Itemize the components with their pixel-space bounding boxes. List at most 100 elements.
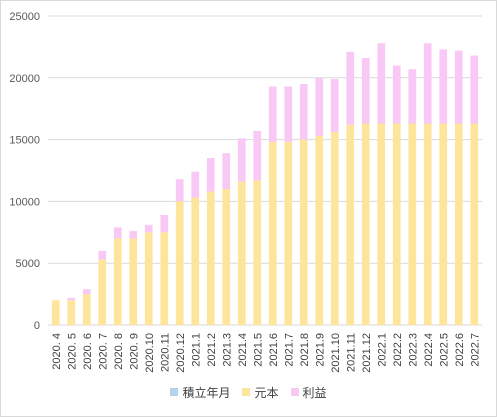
bar-segment-利益	[253, 130, 262, 181]
bar-segment-利益	[423, 43, 432, 124]
x-tick-label: 2021.2	[206, 333, 218, 367]
bar-segment-利益	[361, 58, 370, 124]
bar-segment-元本	[144, 232, 153, 325]
legend-label: 利益	[302, 385, 327, 400]
x-tick-label: 2022.3	[407, 333, 419, 367]
bar-segment-利益	[454, 50, 463, 124]
bar-segment-利益	[330, 79, 339, 133]
bar-segment-利益	[377, 43, 386, 124]
bars	[51, 43, 479, 325]
bar-segment-元本	[113, 238, 122, 325]
bar-segment-元本	[392, 123, 401, 325]
bar-segment-利益	[439, 49, 448, 124]
bar-segment-利益	[129, 231, 138, 239]
bar-segment-元本	[82, 294, 91, 325]
bar-segment-元本	[470, 123, 479, 325]
bar-segment-元本	[206, 191, 215, 325]
legend-item-利益: 利益	[290, 384, 327, 401]
bar-segment-利益	[392, 65, 401, 124]
legend-swatch	[290, 388, 299, 396]
x-tick-label: 2020. 8	[113, 333, 125, 370]
y-tick-label: 15000	[9, 135, 40, 147]
y-tick-label: 5000	[16, 258, 40, 270]
x-tick-label: 2021.4	[237, 333, 249, 367]
x-tick-label: 2022.2	[392, 333, 404, 367]
y-tick-label: 20000	[9, 73, 40, 85]
gridlines	[48, 15, 482, 326]
bar-segment-元本	[268, 142, 277, 325]
bar-segment-元本	[299, 139, 308, 325]
bar-segment-元本	[67, 300, 76, 325]
bar-segment-元本	[454, 123, 463, 325]
y-tick-label: 0	[34, 320, 40, 332]
bar-segment-利益	[408, 69, 417, 124]
bar-segment-利益	[299, 83, 308, 140]
bar-segment-元本	[361, 123, 370, 325]
bar-segment-元本	[423, 123, 432, 325]
bar-segment-利益	[144, 224, 153, 233]
legend-item-元本: 元本	[242, 384, 279, 401]
x-tick-label: 2021.8	[299, 333, 311, 367]
x-tick-label: 2021.9	[314, 333, 326, 367]
legend-swatch	[170, 388, 179, 396]
bar-segment-利益	[346, 51, 355, 125]
x-tick-label: 2021.1	[190, 333, 202, 367]
bar-segment-利益	[315, 77, 324, 136]
x-tick-label: 2022.4	[423, 333, 435, 367]
bar-segment-利益	[113, 227, 122, 239]
x-tick-label: 2020.12	[175, 333, 187, 373]
x-tick-label: 2020.10	[144, 333, 156, 373]
x-tick-label: 2021.7	[283, 333, 295, 367]
legend: 積立年月 元本 利益	[0, 384, 497, 400]
x-tick-label: 2020. 7	[97, 333, 109, 370]
legend-label: 元本	[254, 385, 279, 400]
bar-segment-元本	[330, 132, 339, 325]
bar-segment-元本	[408, 123, 417, 325]
x-tick-label: 2021.5	[252, 333, 264, 367]
legend-item-積立年月: 積立年月	[170, 384, 230, 401]
x-tick-label: 2020. 6	[82, 333, 94, 370]
bar-segment-利益	[191, 171, 200, 198]
bar-segment-利益	[222, 153, 231, 190]
bar-segment-利益	[98, 250, 107, 260]
bar-segment-元本	[175, 201, 184, 325]
bar-segment-元本	[439, 123, 448, 325]
bar-segment-元本	[253, 180, 262, 325]
x-tick-label: 2021.11	[345, 333, 357, 372]
bar-segment-元本	[222, 189, 231, 325]
x-tick-label: 2022.6	[454, 333, 466, 367]
bar-segment-元本	[237, 181, 246, 325]
bar-segment-利益	[175, 179, 184, 202]
x-tick-label: 2022.1	[376, 333, 388, 367]
x-tick-label: 2022.7	[469, 333, 481, 367]
x-tick-label: 2021.3	[221, 333, 233, 367]
y-axis-ticks: 0 5000 10000 15000 20000 25000	[9, 11, 40, 332]
bar-segment-利益	[67, 297, 76, 301]
bar-segment-元本	[51, 300, 60, 325]
bar-segment-利益	[470, 55, 479, 124]
bar-segment-元本	[129, 238, 138, 325]
bar-segment-元本	[346, 124, 355, 325]
y-tick-label: 25000	[9, 11, 40, 23]
legend-swatch	[242, 388, 251, 396]
bar-segment-利益	[284, 86, 293, 143]
bar-segment-元本	[191, 197, 200, 325]
bar-segment-元本	[160, 232, 169, 325]
bar-segment-元本	[315, 135, 324, 325]
x-tick-label: 2020. 5	[66, 333, 78, 370]
bar-segment-利益	[237, 138, 246, 182]
bar-segment-利益	[206, 158, 215, 192]
x-tick-label: 2021.10	[330, 333, 342, 373]
x-tick-label: 2020.11	[159, 333, 171, 372]
x-tick-label: 2020. 4	[51, 333, 63, 370]
bar-segment-利益	[268, 86, 277, 143]
bar-segment-元本	[284, 142, 293, 325]
bar-segment-利益	[160, 214, 169, 233]
x-tick-label: 2021.6	[268, 333, 280, 367]
bar-segment-元本	[98, 259, 107, 325]
legend-label: 積立年月	[182, 385, 231, 400]
bar-segment-元本	[377, 123, 386, 325]
x-tick-label: 2021.12	[361, 333, 373, 373]
x-axis-ticks: 2020. 4 2020. 5 2020. 6 2020. 7 2020. 8 2020.…	[51, 333, 482, 373]
